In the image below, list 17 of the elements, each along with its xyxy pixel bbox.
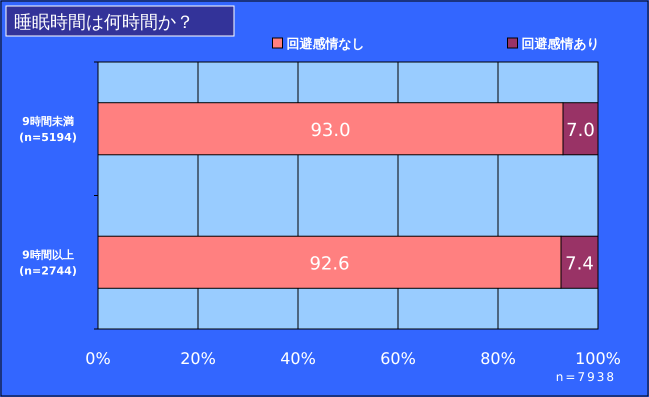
data-label: 92.6 (309, 253, 350, 274)
y-tick-label: 9時間以上 (n=2744) (19, 248, 77, 278)
data-label: 7.0 (566, 120, 595, 141)
title: 睡眠時間は何時間か？ (6, 6, 234, 36)
y-tick-label: 9時間未満 (n=5194) (19, 114, 77, 144)
chart-title: 睡眠時間は何時間か？ (14, 12, 194, 33)
legend-label: 回避感情なし (286, 36, 364, 52)
x-tick-label: 80% (480, 349, 516, 368)
x-tick-label: 100% (575, 349, 621, 368)
x-tick-label: 40% (280, 349, 316, 368)
x-tick-label: 0% (85, 349, 111, 368)
text: n=7938 (556, 370, 616, 384)
x-tick-label: 60% (380, 349, 416, 368)
data-label: 93.0 (310, 120, 351, 141)
x-tick-label: 20% (180, 349, 216, 368)
legend-label: 回避感情あり (522, 36, 600, 52)
data-label: 7.4 (565, 253, 594, 274)
